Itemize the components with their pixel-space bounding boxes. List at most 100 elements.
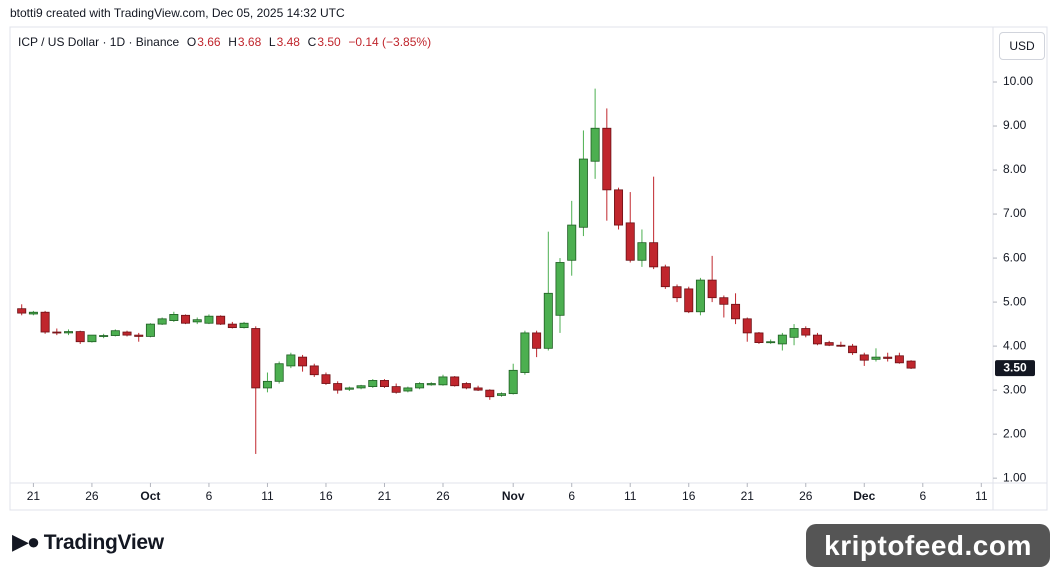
candle-body <box>344 387 354 390</box>
candle-body <box>99 335 109 337</box>
x-tick-label: 21 <box>378 489 392 503</box>
candle-body <box>707 279 717 299</box>
ohlc-label: H <box>228 35 237 49</box>
candle-body <box>17 308 27 314</box>
y-tick-label: 3.00 <box>1003 382 1027 396</box>
y-tick-label: 9.00 <box>1003 118 1027 132</box>
candle-body <box>567 224 577 261</box>
candle-body <box>578 158 588 228</box>
y-tick-label: 7.00 <box>1003 206 1027 220</box>
candle-body <box>333 383 343 391</box>
candle-body <box>649 242 659 268</box>
x-tick-label: 21 <box>27 489 41 503</box>
candle-body <box>251 328 261 389</box>
candle-body <box>625 222 635 261</box>
ohlc-value: 3.48 <box>276 35 300 49</box>
brand-name: TradingView <box>43 531 164 554</box>
candle-body <box>508 369 518 395</box>
candle-body <box>145 323 155 337</box>
candle-body <box>777 334 787 345</box>
candle-body <box>520 332 530 373</box>
candle-body <box>438 376 448 386</box>
y-tick-label: 1.00 <box>1003 470 1027 484</box>
change: −0.14 (−3.85%) <box>348 35 432 49</box>
candle-body <box>614 189 624 226</box>
credit: btotti9 created with TradingView.com, De… <box>10 6 345 20</box>
x-tick-label: Nov <box>502 489 525 503</box>
candle-body <box>684 288 694 313</box>
y-tick-label: 8.00 <box>1003 162 1027 176</box>
candle-body <box>754 332 764 343</box>
candle-body <box>298 356 308 367</box>
candle-body <box>672 286 682 299</box>
candle-body <box>894 355 904 364</box>
candle-body <box>812 334 822 345</box>
candle-body <box>227 323 237 329</box>
y-tick-label: 5.00 <box>1003 294 1027 308</box>
x-tick-label: 6 <box>206 489 213 503</box>
candle-body <box>497 393 506 396</box>
candle-body <box>415 383 425 389</box>
candle-body <box>134 334 144 337</box>
candle-body <box>871 356 881 360</box>
candle-body <box>719 297 729 305</box>
candle-body <box>274 363 284 382</box>
brand-logo: ▶● TradingView <box>12 529 164 555</box>
candle-body <box>801 328 811 336</box>
x-tick-label: Oct <box>140 489 160 503</box>
x-tick-label: 21 <box>741 489 755 503</box>
candle-body <box>75 331 85 343</box>
candle-body <box>64 331 74 334</box>
x-tick-label: 16 <box>319 489 333 503</box>
ohlc-label: C <box>307 35 317 49</box>
candle-body <box>532 332 542 349</box>
x-tick-label: 26 <box>85 489 99 503</box>
ohlc-value: 3.68 <box>237 35 262 49</box>
candle-body <box>485 389 495 398</box>
x-tick-label: 16 <box>682 489 696 503</box>
candle-body <box>450 376 460 387</box>
candle-body <box>836 344 846 347</box>
candle-body <box>695 279 705 313</box>
chart: 1.00 2.00 3.00 4.00 5.00 6.00 7.00 8.00 9.00 10.0… <box>9 26 1048 511</box>
y-tick-label: 6.00 <box>1003 250 1027 264</box>
x-tick-label: 6 <box>568 489 575 503</box>
ohlc-label: O <box>186 35 197 49</box>
candle-body <box>906 360 916 369</box>
candle-body <box>391 386 401 393</box>
candle-body <box>789 328 799 338</box>
y-tick-label: 4.00 <box>1003 338 1027 352</box>
candle-body <box>309 365 319 376</box>
x-tick-label: 6 <box>919 489 926 503</box>
x-tick-label: 26 <box>436 489 450 503</box>
candle-body <box>356 385 366 389</box>
candle-body <box>766 341 776 344</box>
candle-body <box>204 315 214 324</box>
candle-body <box>848 345 858 354</box>
candle-body <box>555 262 565 316</box>
candle-body <box>660 266 670 288</box>
candle-body <box>181 314 191 324</box>
last-price-box <box>995 360 1035 377</box>
y-tick-label: 10.00 <box>1003 74 1033 88</box>
candle-body <box>368 380 378 388</box>
candle-body <box>543 292 553 349</box>
candle-body <box>824 342 834 346</box>
candle-body <box>883 356 893 359</box>
candle-body <box>321 374 331 384</box>
candle-body <box>602 127 612 191</box>
logo-icon: ▶● <box>12 529 40 554</box>
chart-frame <box>9 26 1048 511</box>
candle-body <box>731 303 741 320</box>
x-tick-label: 11 <box>624 489 637 503</box>
ohlc-value: 3.50 <box>317 35 341 49</box>
ohlc-value: 3.66 <box>197 35 221 49</box>
candle-body <box>28 311 38 315</box>
candle-body <box>379 380 389 388</box>
x-tick-label: Dec <box>853 489 875 503</box>
currency-button[interactable]: USD <box>999 32 1045 60</box>
candle-body <box>192 319 202 323</box>
candle-body <box>473 387 483 391</box>
x-tick-label: 11 <box>261 489 274 503</box>
